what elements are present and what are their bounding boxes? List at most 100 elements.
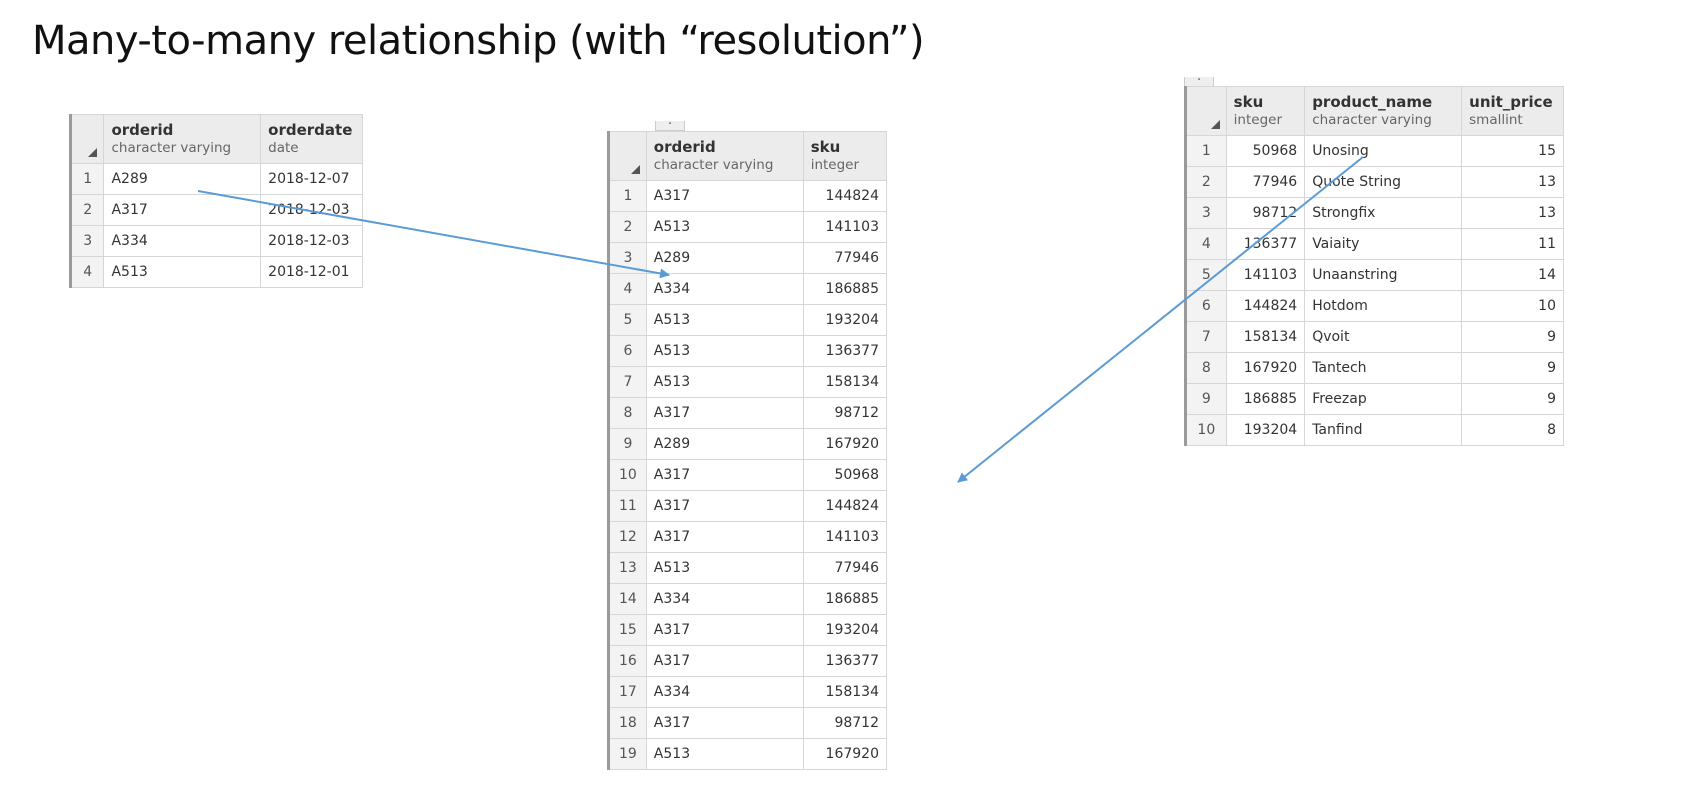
cell-orderid[interactable]: A317 bbox=[645, 707, 804, 739]
table-row[interactable]: 4 136377 Vaiaity 11 bbox=[1184, 228, 1564, 260]
row-number[interactable]: 10 bbox=[607, 459, 647, 491]
table-row[interactable]: 1 50968 Unosing 15 bbox=[1184, 135, 1564, 167]
cell-sku[interactable]: 144824 bbox=[802, 180, 888, 212]
table-row[interactable]: 8 167920 Tantech 9 bbox=[1184, 352, 1564, 384]
row-number[interactable]: 17 bbox=[607, 676, 647, 708]
column-header-sku[interactable]: sku integer bbox=[1225, 86, 1306, 136]
cell-orderid[interactable]: A334 bbox=[645, 583, 804, 615]
cell-sku[interactable]: 77946 bbox=[802, 242, 888, 274]
column-header-sku[interactable]: sku integer bbox=[802, 131, 888, 181]
row-number[interactable]: 16 bbox=[607, 645, 647, 677]
table-row[interactable]: 4 A513 2018-12-01 bbox=[68, 256, 363, 288]
table-row[interactable]: 11 A317 144824 bbox=[607, 490, 888, 522]
cell-orderid[interactable]: A513 bbox=[645, 304, 804, 336]
row-number[interactable]: 5 bbox=[1184, 259, 1227, 291]
cell-orderid[interactable]: A289 bbox=[103, 163, 262, 195]
cell-sku[interactable]: 186885 bbox=[802, 583, 888, 615]
row-number[interactable]: 7 bbox=[607, 366, 647, 398]
row-number[interactable]: 9 bbox=[607, 428, 647, 460]
row-number[interactable]: 12 bbox=[607, 521, 647, 553]
cell-sku[interactable]: 158134 bbox=[1225, 321, 1306, 353]
cell-product-name[interactable]: Hotdom bbox=[1304, 290, 1463, 322]
cell-product-name[interactable]: Tantech bbox=[1304, 352, 1463, 384]
table-row[interactable]: 1 A317 144824 bbox=[607, 180, 888, 212]
table-row[interactable]: 6 A513 136377 bbox=[607, 335, 888, 367]
cell-sku[interactable]: 193204 bbox=[802, 614, 888, 646]
cell-product-name[interactable]: Qvoit bbox=[1304, 321, 1463, 353]
cell-sku[interactable]: 50968 bbox=[802, 459, 888, 491]
cell-product-name[interactable]: Freezap bbox=[1304, 383, 1463, 415]
column-header-unit-price[interactable]: unit_price smallint bbox=[1461, 86, 1564, 136]
cell-unit-price[interactable]: 9 bbox=[1461, 383, 1564, 415]
table-row[interactable]: 19 A513 167920 bbox=[607, 738, 888, 770]
table-row[interactable]: 14 A334 186885 bbox=[607, 583, 888, 615]
table-row[interactable]: 13 A513 77946 bbox=[607, 552, 888, 584]
row-number[interactable]: 13 bbox=[607, 552, 647, 584]
row-number[interactable]: 9 bbox=[1184, 383, 1227, 415]
cell-product-name[interactable]: Strongfix bbox=[1304, 197, 1463, 229]
row-number[interactable]: 3 bbox=[68, 225, 105, 257]
cell-sku[interactable]: 144824 bbox=[1225, 290, 1306, 322]
column-header-orderid[interactable]: orderid character varying bbox=[645, 131, 804, 181]
cell-sku[interactable]: 167920 bbox=[802, 738, 888, 770]
table-row[interactable]: 2A3172018-12-03 bbox=[68, 194, 363, 226]
row-number[interactable]: 19 bbox=[607, 738, 647, 770]
table-row[interactable]: 16 A317 136377 bbox=[607, 645, 888, 677]
select-all-corner[interactable] bbox=[607, 131, 647, 181]
table-row[interactable]: 3 A334 2018-12-03 bbox=[68, 225, 363, 257]
row-number[interactable]: 4 bbox=[68, 256, 105, 288]
cell-unit-price[interactable]: 14 bbox=[1461, 259, 1564, 291]
row-number[interactable]: 4 bbox=[1184, 228, 1227, 260]
row-number[interactable]: 11 bbox=[607, 490, 647, 522]
cell-sku[interactable]: 141103 bbox=[1225, 259, 1306, 291]
cell-unit-price[interactable]: 13 bbox=[1461, 197, 1564, 229]
row-number[interactable]: 5 bbox=[607, 304, 647, 336]
cell-orderdate[interactable]: 2018-12-01 bbox=[260, 256, 363, 288]
row-number[interactable]: 3 bbox=[1184, 197, 1227, 229]
cell-sku[interactable]: 77946 bbox=[1225, 166, 1306, 198]
select-all-corner[interactable] bbox=[68, 114, 105, 164]
table-row[interactable]: 6 144824 Hotdom 10 bbox=[1184, 290, 1564, 322]
table-row[interactable]: 9 186885 Freezap 9 bbox=[1184, 383, 1564, 415]
row-number[interactable]: 10 bbox=[1184, 414, 1227, 446]
cell-sku[interactable]: 50968 bbox=[1225, 135, 1306, 167]
cell-unit-price[interactable]: 10 bbox=[1461, 290, 1564, 322]
cell-orderid[interactable]: A334 bbox=[645, 676, 804, 708]
table-row[interactable]: 2 77946 Quote String 13 bbox=[1184, 166, 1564, 198]
cell-unit-price[interactable]: 13 bbox=[1461, 166, 1564, 198]
table-row[interactable]: 10 A317 50968 bbox=[607, 459, 888, 491]
cell-product-name[interactable]: Tanfind bbox=[1304, 414, 1463, 446]
select-all-corner[interactable] bbox=[1184, 86, 1227, 136]
cell-sku[interactable]: 186885 bbox=[1225, 383, 1306, 415]
cell-unit-price[interactable]: 15 bbox=[1461, 135, 1564, 167]
row-number[interactable]: 2 bbox=[68, 194, 105, 226]
cell-unit-price[interactable]: 11 bbox=[1461, 228, 1564, 260]
cell-sku[interactable]: 77946 bbox=[802, 552, 888, 584]
table-row[interactable]: 5 141103 Unaanstring 14 bbox=[1184, 259, 1564, 291]
cell-orderid[interactable]: A317 bbox=[645, 459, 804, 491]
cell-sku[interactable]: 136377 bbox=[802, 645, 888, 677]
table-row[interactable]: 5 A513 193204 bbox=[607, 304, 888, 336]
table-row[interactable]: 17 A334 158134 bbox=[607, 676, 888, 708]
cell-unit-price[interactable]: 9 bbox=[1461, 352, 1564, 384]
row-number[interactable]: 6 bbox=[607, 335, 647, 367]
table-row[interactable]: 12 A317 141103 bbox=[607, 521, 888, 553]
table-row[interactable]: 3 98712 Strongfix 13 bbox=[1184, 197, 1564, 229]
column-header-orderdate[interactable]: orderdate date bbox=[260, 114, 363, 164]
cell-sku[interactable]: 98712 bbox=[802, 707, 888, 739]
row-number[interactable]: 2 bbox=[1184, 166, 1227, 198]
table-row[interactable]: 3 A289 77946 bbox=[607, 242, 888, 274]
tab-data-output[interactable]: . bbox=[655, 121, 686, 131]
table-row[interactable]: 18 A317 98712 bbox=[607, 707, 888, 739]
cell-sku[interactable]: 136377 bbox=[1225, 228, 1306, 260]
cell-sku[interactable]: 141103 bbox=[802, 211, 888, 243]
cell-unit-price[interactable]: 8 bbox=[1461, 414, 1564, 446]
cell-product-name[interactable]: Unaanstring bbox=[1304, 259, 1463, 291]
cell-orderid[interactable]: A513 bbox=[645, 552, 804, 584]
cell-sku[interactable]: 167920 bbox=[802, 428, 888, 460]
row-number[interactable]: 4 bbox=[607, 273, 647, 305]
table-row[interactable]: 10 193204 Tanfind 8 bbox=[1184, 414, 1564, 446]
cell-orderdate[interactable]: 2018-12-03 bbox=[260, 194, 363, 226]
cell-orderid[interactable]: A317 bbox=[645, 397, 804, 429]
row-number[interactable]: 15 bbox=[607, 614, 647, 646]
